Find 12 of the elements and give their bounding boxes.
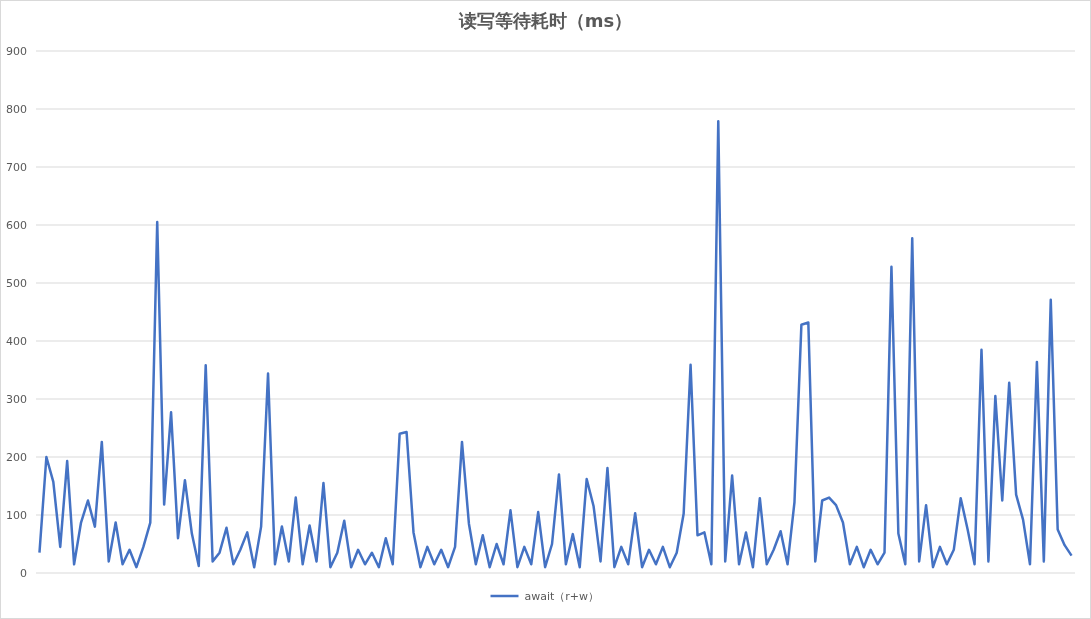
y-tick-label: 300 — [6, 393, 27, 406]
legend-label: await（r+w） — [524, 590, 600, 603]
y-tick-label: 700 — [6, 161, 27, 174]
y-tick-label: 0 — [20, 567, 27, 580]
y-tick-label: 600 — [6, 219, 27, 232]
y-tick-label: 400 — [6, 335, 27, 348]
y-tick-label: 800 — [6, 103, 27, 116]
y-tick-label: 500 — [6, 277, 27, 290]
y-tick-label: 900 — [6, 45, 27, 58]
y-tick-label: 100 — [6, 509, 27, 522]
chart-title: 读写等待耗时（ms） — [457, 10, 633, 31]
y-tick-label: 200 — [6, 451, 27, 464]
